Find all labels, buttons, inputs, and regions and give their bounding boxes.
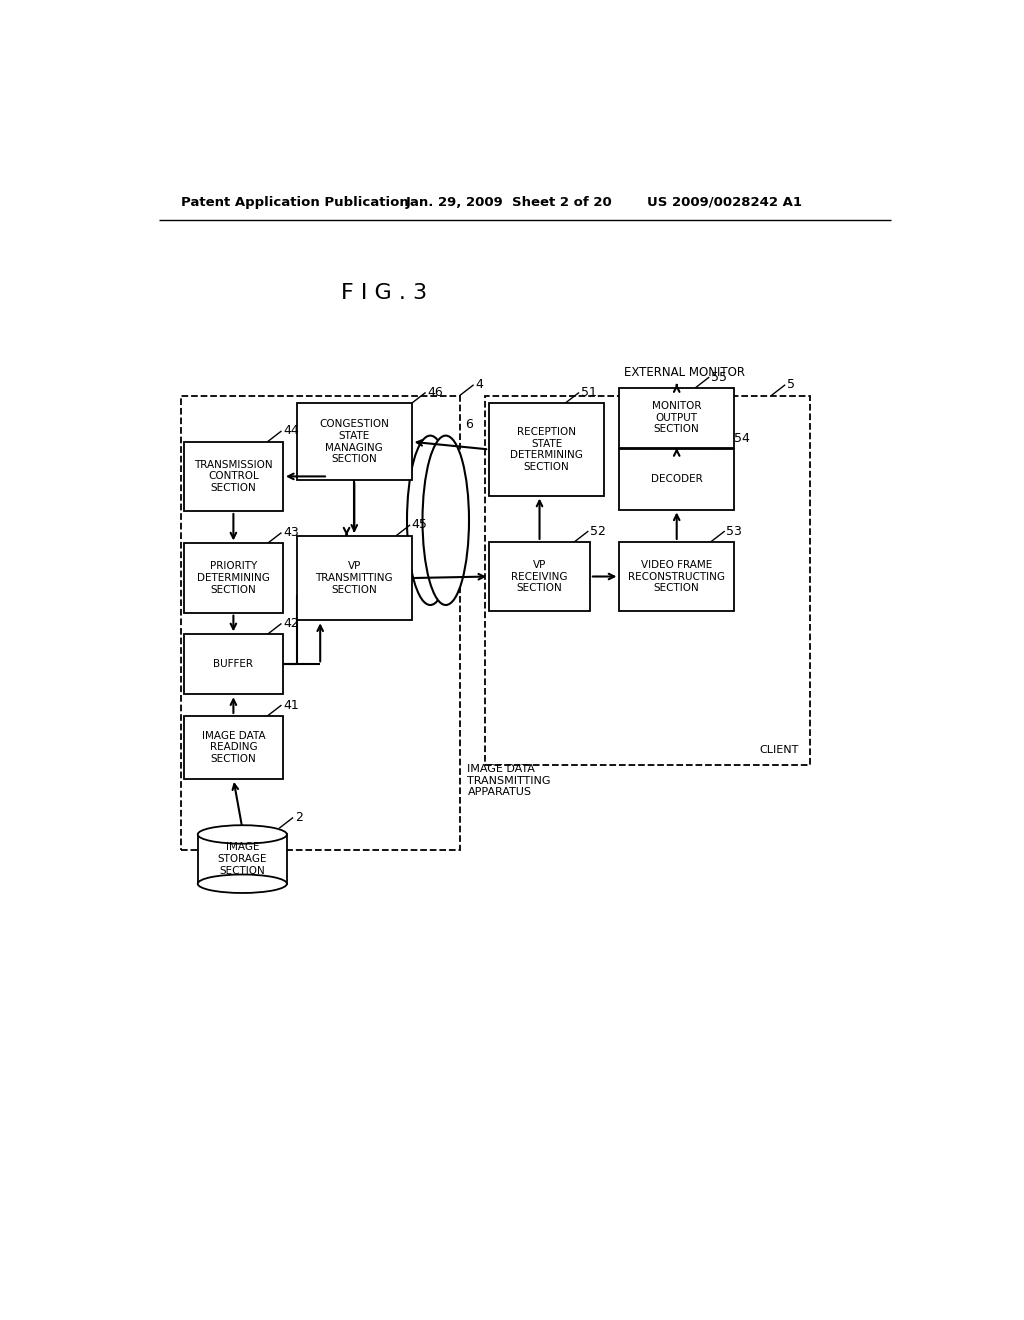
- Text: 4: 4: [475, 379, 483, 391]
- Bar: [620, 543, 734, 611]
- Bar: [297, 404, 412, 480]
- Text: 44: 44: [283, 425, 299, 437]
- Text: Patent Application Publication: Patent Application Publication: [180, 195, 409, 209]
- Text: IMAGE DATA
READING
SECTION: IMAGE DATA READING SECTION: [202, 731, 265, 764]
- Text: 52: 52: [590, 524, 606, 537]
- Text: 42: 42: [283, 616, 299, 630]
- Text: VP
RECEIVING
SECTION: VP RECEIVING SECTION: [511, 560, 567, 593]
- Text: F I G . 3: F I G . 3: [341, 284, 427, 304]
- Text: 43: 43: [283, 527, 299, 539]
- Bar: [198, 834, 287, 884]
- Text: PRIORITY
DETERMINING
SECTION: PRIORITY DETERMINING SECTION: [197, 561, 270, 594]
- Bar: [489, 543, 590, 611]
- Text: CONGESTION
STATE
MANAGING
SECTION: CONGESTION STATE MANAGING SECTION: [319, 420, 389, 465]
- Text: 54: 54: [734, 432, 750, 445]
- Text: IMAGE DATA
TRANSMITTING
APPARATUS: IMAGE DATA TRANSMITTING APPARATUS: [467, 764, 551, 797]
- Text: BUFFER: BUFFER: [213, 659, 253, 669]
- Bar: [183, 635, 283, 694]
- Text: 2: 2: [295, 810, 302, 824]
- Text: VP
TRANSMITTING
SECTION: VP TRANSMITTING SECTION: [315, 561, 393, 594]
- Bar: [489, 404, 604, 496]
- Text: 51: 51: [581, 385, 596, 399]
- Text: 41: 41: [283, 698, 299, 711]
- Bar: [620, 388, 734, 447]
- Bar: [620, 449, 734, 510]
- Text: 45: 45: [412, 519, 428, 532]
- Ellipse shape: [198, 825, 287, 843]
- Text: 53: 53: [726, 524, 742, 537]
- Bar: [183, 442, 283, 511]
- Bar: [484, 396, 810, 766]
- Text: IMAGE
STORAGE
SECTION: IMAGE STORAGE SECTION: [217, 842, 267, 875]
- Ellipse shape: [407, 436, 454, 605]
- Bar: [180, 396, 460, 850]
- Text: MONITOR
OUTPUT
SECTION: MONITOR OUTPUT SECTION: [652, 401, 701, 434]
- Bar: [183, 715, 283, 779]
- Text: EXTERNAL MONITOR: EXTERNAL MONITOR: [624, 366, 745, 379]
- Text: US 2009/0028242 A1: US 2009/0028242 A1: [647, 195, 802, 209]
- Text: 6: 6: [465, 417, 473, 430]
- Bar: [297, 536, 412, 620]
- Text: VIDEO FRAME
RECONSTRUCTING
SECTION: VIDEO FRAME RECONSTRUCTING SECTION: [628, 560, 725, 593]
- Text: 55: 55: [711, 371, 727, 384]
- Text: TRANSMISSION
CONTROL
SECTION: TRANSMISSION CONTROL SECTION: [195, 459, 272, 492]
- Text: 46: 46: [427, 385, 443, 399]
- Text: Jan. 29, 2009  Sheet 2 of 20: Jan. 29, 2009 Sheet 2 of 20: [406, 195, 612, 209]
- Text: RECEPTION
STATE
DETERMINING
SECTION: RECEPTION STATE DETERMINING SECTION: [510, 428, 583, 471]
- Ellipse shape: [423, 436, 469, 605]
- Text: CLIENT: CLIENT: [759, 744, 799, 755]
- Ellipse shape: [198, 875, 287, 894]
- Bar: [183, 544, 283, 612]
- Text: DECODER: DECODER: [651, 474, 702, 484]
- Text: 5: 5: [786, 379, 795, 391]
